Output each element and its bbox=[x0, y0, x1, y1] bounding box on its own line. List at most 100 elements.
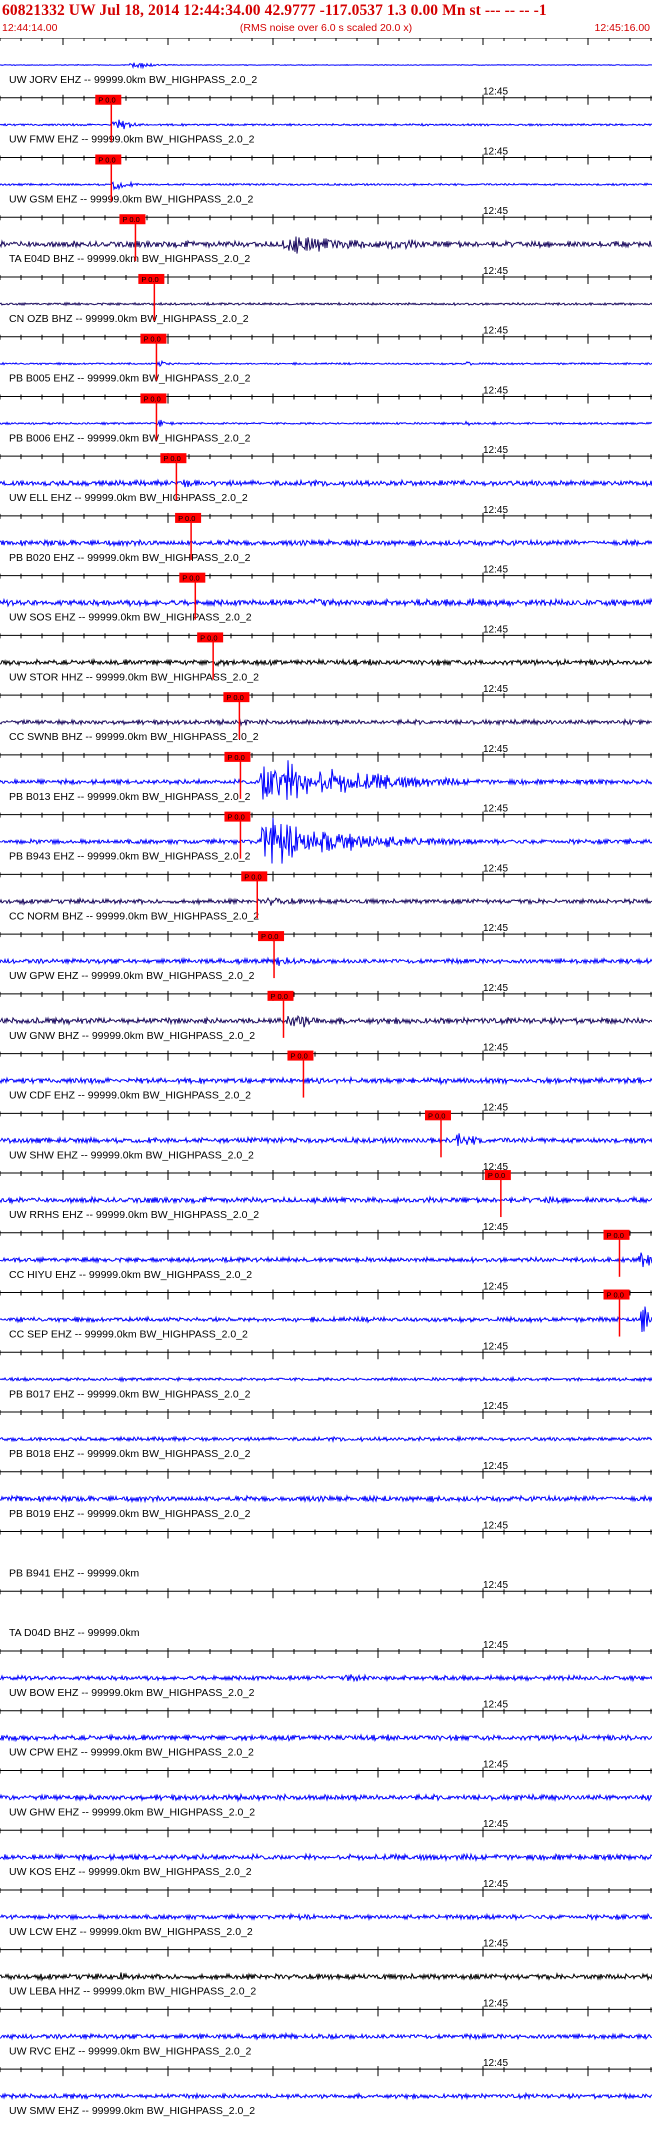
pick-flag bbox=[241, 871, 268, 882]
pick-label: P 0.0 bbox=[200, 633, 217, 642]
start-time: 12:44:14.00 bbox=[2, 22, 58, 34]
pick-flag bbox=[95, 94, 122, 105]
station-label: PB B018 EHZ -- 99999.0km BW_HIGHPASS_2.0… bbox=[9, 1448, 251, 1460]
minute-label: 12:45 bbox=[483, 923, 508, 934]
minute-label: 12:45 bbox=[483, 983, 508, 994]
station-label: UW LCW EHZ -- 99999.0km BW_HIGHPASS_2.0_… bbox=[9, 1926, 253, 1938]
station-label: UW RRHS EHZ -- 99999.0km BW_HIGHPASS_2.0… bbox=[9, 1209, 259, 1221]
pick-label: P 0.0 bbox=[143, 394, 160, 403]
pick-label: P 0.0 bbox=[261, 932, 278, 941]
station-label: UW SOS EHZ -- 99999.0km BW_HIGHPASS_2.0_… bbox=[9, 612, 252, 624]
minute-label: 12:45 bbox=[483, 1521, 508, 1532]
minute-label: 12:45 bbox=[483, 87, 508, 98]
minute-label: 12:45 bbox=[483, 744, 508, 755]
waveform bbox=[0, 1435, 652, 1444]
waveform bbox=[0, 1306, 652, 1333]
trace-row: 12:45 UW RRHS EHZ -- 99999.0km BW_HIGHPAS… bbox=[0, 1162, 652, 1221]
station-label: UW GHW EHZ -- 99999.0km BW_HIGHPASS_2.0_… bbox=[9, 1806, 255, 1818]
pick-flag bbox=[287, 1050, 314, 1061]
trace-row: 12:45 UW ELL EHZ -- 99999.0km BW_HIGHPASS… bbox=[0, 445, 652, 504]
trace-row: 12:45 PB B013 EHZ -- 99999.0km BW_HIGHPAS… bbox=[0, 744, 652, 803]
scaling-note: (RMS noise over 6.0 s scaled 20.0 x) bbox=[239, 22, 413, 34]
trace-row: 12:45 UW STOR HHZ -- 99999.0km BW_HIGHPAS… bbox=[0, 624, 652, 683]
station-label: UW SMW EHZ -- 99999.0km BW_HIGHPASS_2.0_… bbox=[9, 2105, 255, 2117]
pick-flag bbox=[258, 931, 285, 942]
minute-label: 12:45 bbox=[483, 1282, 508, 1293]
waveform bbox=[0, 1494, 652, 1504]
station-label: UW STOR HHZ -- 99999.0km BW_HIGHPASS_2.0… bbox=[9, 671, 259, 683]
trace-row: 12:45 UW SHW EHZ -- 99999.0km BW_HIGHPASS… bbox=[0, 1102, 652, 1161]
pick-flag bbox=[267, 990, 294, 1001]
trace-row: 12:45 UW SMW EHZ -- 99999.0km BW_HIGHPASS… bbox=[0, 2058, 652, 2117]
station-label: UW GNW BHZ -- 99999.0km BW_HIGHPASS_2.0_… bbox=[9, 1030, 255, 1042]
minute-label: 12:45 bbox=[483, 1759, 508, 1770]
plot-header: 60821332 UW Jul 18, 2014 12:44:34.00 42.… bbox=[0, 0, 652, 38]
trace-row: 12:45 UW BOW EHZ -- 99999.0km BW_HIGHPASS… bbox=[0, 1640, 652, 1699]
waveform bbox=[0, 1733, 652, 1743]
pick-label: P 0.0 bbox=[607, 1231, 624, 1240]
station-label: UW KOS EHZ -- 99999.0km BW_HIGHPASS_2.0_… bbox=[9, 1866, 252, 1878]
pick-flag bbox=[223, 692, 250, 703]
pick-label: P 0.0 bbox=[488, 1171, 505, 1180]
pick-label: P 0.0 bbox=[428, 1111, 445, 1120]
station-label: UW GPW EHZ -- 99999.0km BW_HIGHPASS_2.0_… bbox=[9, 970, 255, 982]
pick-flag bbox=[160, 453, 187, 464]
station-label: CC NORM BHZ -- 99999.0km BW_HIGHPASS_2.0… bbox=[9, 910, 259, 922]
trace-row: 12:45 CN OZB BHZ -- 99999.0km BW_HIGHPASS… bbox=[0, 266, 652, 325]
pick-label: P 0.0 bbox=[227, 753, 244, 762]
waveform bbox=[0, 760, 652, 800]
trace-row: 12:45 PB B020 EHZ -- 99999.0km BW_HIGHPAS… bbox=[0, 505, 652, 564]
pick-flag bbox=[425, 1110, 451, 1121]
station-label: UW CDF EHZ -- 99999.0km BW_HIGHPASS_2.0_… bbox=[9, 1090, 251, 1102]
station-label: PB B013 EHZ -- 99999.0km BW_HIGHPASS_2.0… bbox=[9, 791, 251, 803]
minute-label: 12:45 bbox=[483, 445, 508, 456]
waveform bbox=[0, 119, 652, 130]
minute-label: 12:45 bbox=[483, 624, 508, 635]
waveform bbox=[0, 956, 652, 966]
station-label: UW RVC EHZ -- 99999.0km BW_HIGHPASS_2.0_… bbox=[9, 2045, 252, 2057]
pick-label: P 0.0 bbox=[178, 514, 195, 523]
minute-label: 12:45 bbox=[483, 1700, 508, 1711]
minute-label: 12:45 bbox=[483, 1939, 508, 1950]
station-label: PB B017 EHZ -- 99999.0km BW_HIGHPASS_2.0… bbox=[9, 1388, 251, 1400]
waveform bbox=[0, 597, 652, 608]
pick-label: P 0.0 bbox=[271, 992, 288, 1001]
station-label: UW JORV EHZ -- 99999.0km BW_HIGHPASS_2.0… bbox=[9, 74, 257, 86]
waveform bbox=[0, 538, 652, 548]
minute-label: 12:45 bbox=[483, 1998, 508, 2009]
pick-flag bbox=[484, 1170, 511, 1181]
station-label: PB B941 EHZ -- 99999.0km bbox=[9, 1568, 139, 1580]
pick-flag bbox=[603, 1289, 630, 1300]
end-time: 12:45:16.00 bbox=[594, 22, 650, 34]
pick-label: P 0.0 bbox=[244, 872, 261, 881]
station-label: UW BOW EHZ -- 99999.0km BW_HIGHPASS_2.0_… bbox=[9, 1687, 255, 1699]
pick-label: P 0.0 bbox=[227, 813, 244, 822]
trace-row: 12:45 TA D04D BHZ -- 99999.0km bbox=[0, 1580, 652, 1639]
waveform bbox=[0, 717, 652, 727]
minute-label: 12:45 bbox=[483, 266, 508, 277]
waveform bbox=[0, 1792, 652, 1803]
pick-flag bbox=[140, 393, 167, 404]
trace-row: 12:45 PB B017 EHZ -- 99999.0km BW_HIGHPAS… bbox=[0, 1341, 652, 1400]
trace-row: 12:45 PB B943 EHZ -- 99999.0km BW_HIGHPAS… bbox=[0, 804, 652, 864]
pick-label: P 0.0 bbox=[141, 275, 158, 284]
station-label: UW SHW EHZ -- 99999.0km BW_HIGHPASS_2.0_… bbox=[9, 1149, 254, 1161]
trace-row: 12:45 UW LEBA HHZ -- 99999.0km BW_HIGHPAS… bbox=[0, 1939, 652, 1998]
waveform bbox=[0, 1912, 652, 1922]
station-label: UW GSM EHZ -- 99999.0km BW_HIGHPASS_2.0_… bbox=[9, 193, 253, 205]
waveform bbox=[0, 1252, 652, 1268]
pick-label: P 0.0 bbox=[98, 96, 115, 105]
trace-row: 12:45 CC SEP EHZ -- 99999.0km BW_HIGHPASS… bbox=[0, 1282, 652, 1341]
minute-label: 12:45 bbox=[483, 206, 508, 217]
trace-row: 12:45 UW SOS EHZ -- 99999.0km BW_HIGHPASS… bbox=[0, 565, 652, 624]
pick-label: P 0.0 bbox=[607, 1291, 624, 1300]
waveform bbox=[0, 896, 652, 906]
trace-row: 12:45 PB B005 EHZ -- 99999.0km BW_HIGHPAS… bbox=[0, 326, 652, 385]
waveform bbox=[0, 817, 652, 864]
pick-label: P 0.0 bbox=[290, 1052, 307, 1061]
trace-row: 12:45 UW GSM EHZ -- 99999.0km BW_HIGHPASS… bbox=[0, 146, 652, 205]
minute-label: 12:45 bbox=[483, 1879, 508, 1890]
trace-row: 12:45 UW CPW EHZ -- 99999.0km BW_HIGHPASS… bbox=[0, 1700, 652, 1759]
station-label: CC HIYU EHZ -- 99999.0km BW_HIGHPASS_2.0… bbox=[9, 1269, 252, 1281]
pick-flag bbox=[603, 1229, 630, 1240]
